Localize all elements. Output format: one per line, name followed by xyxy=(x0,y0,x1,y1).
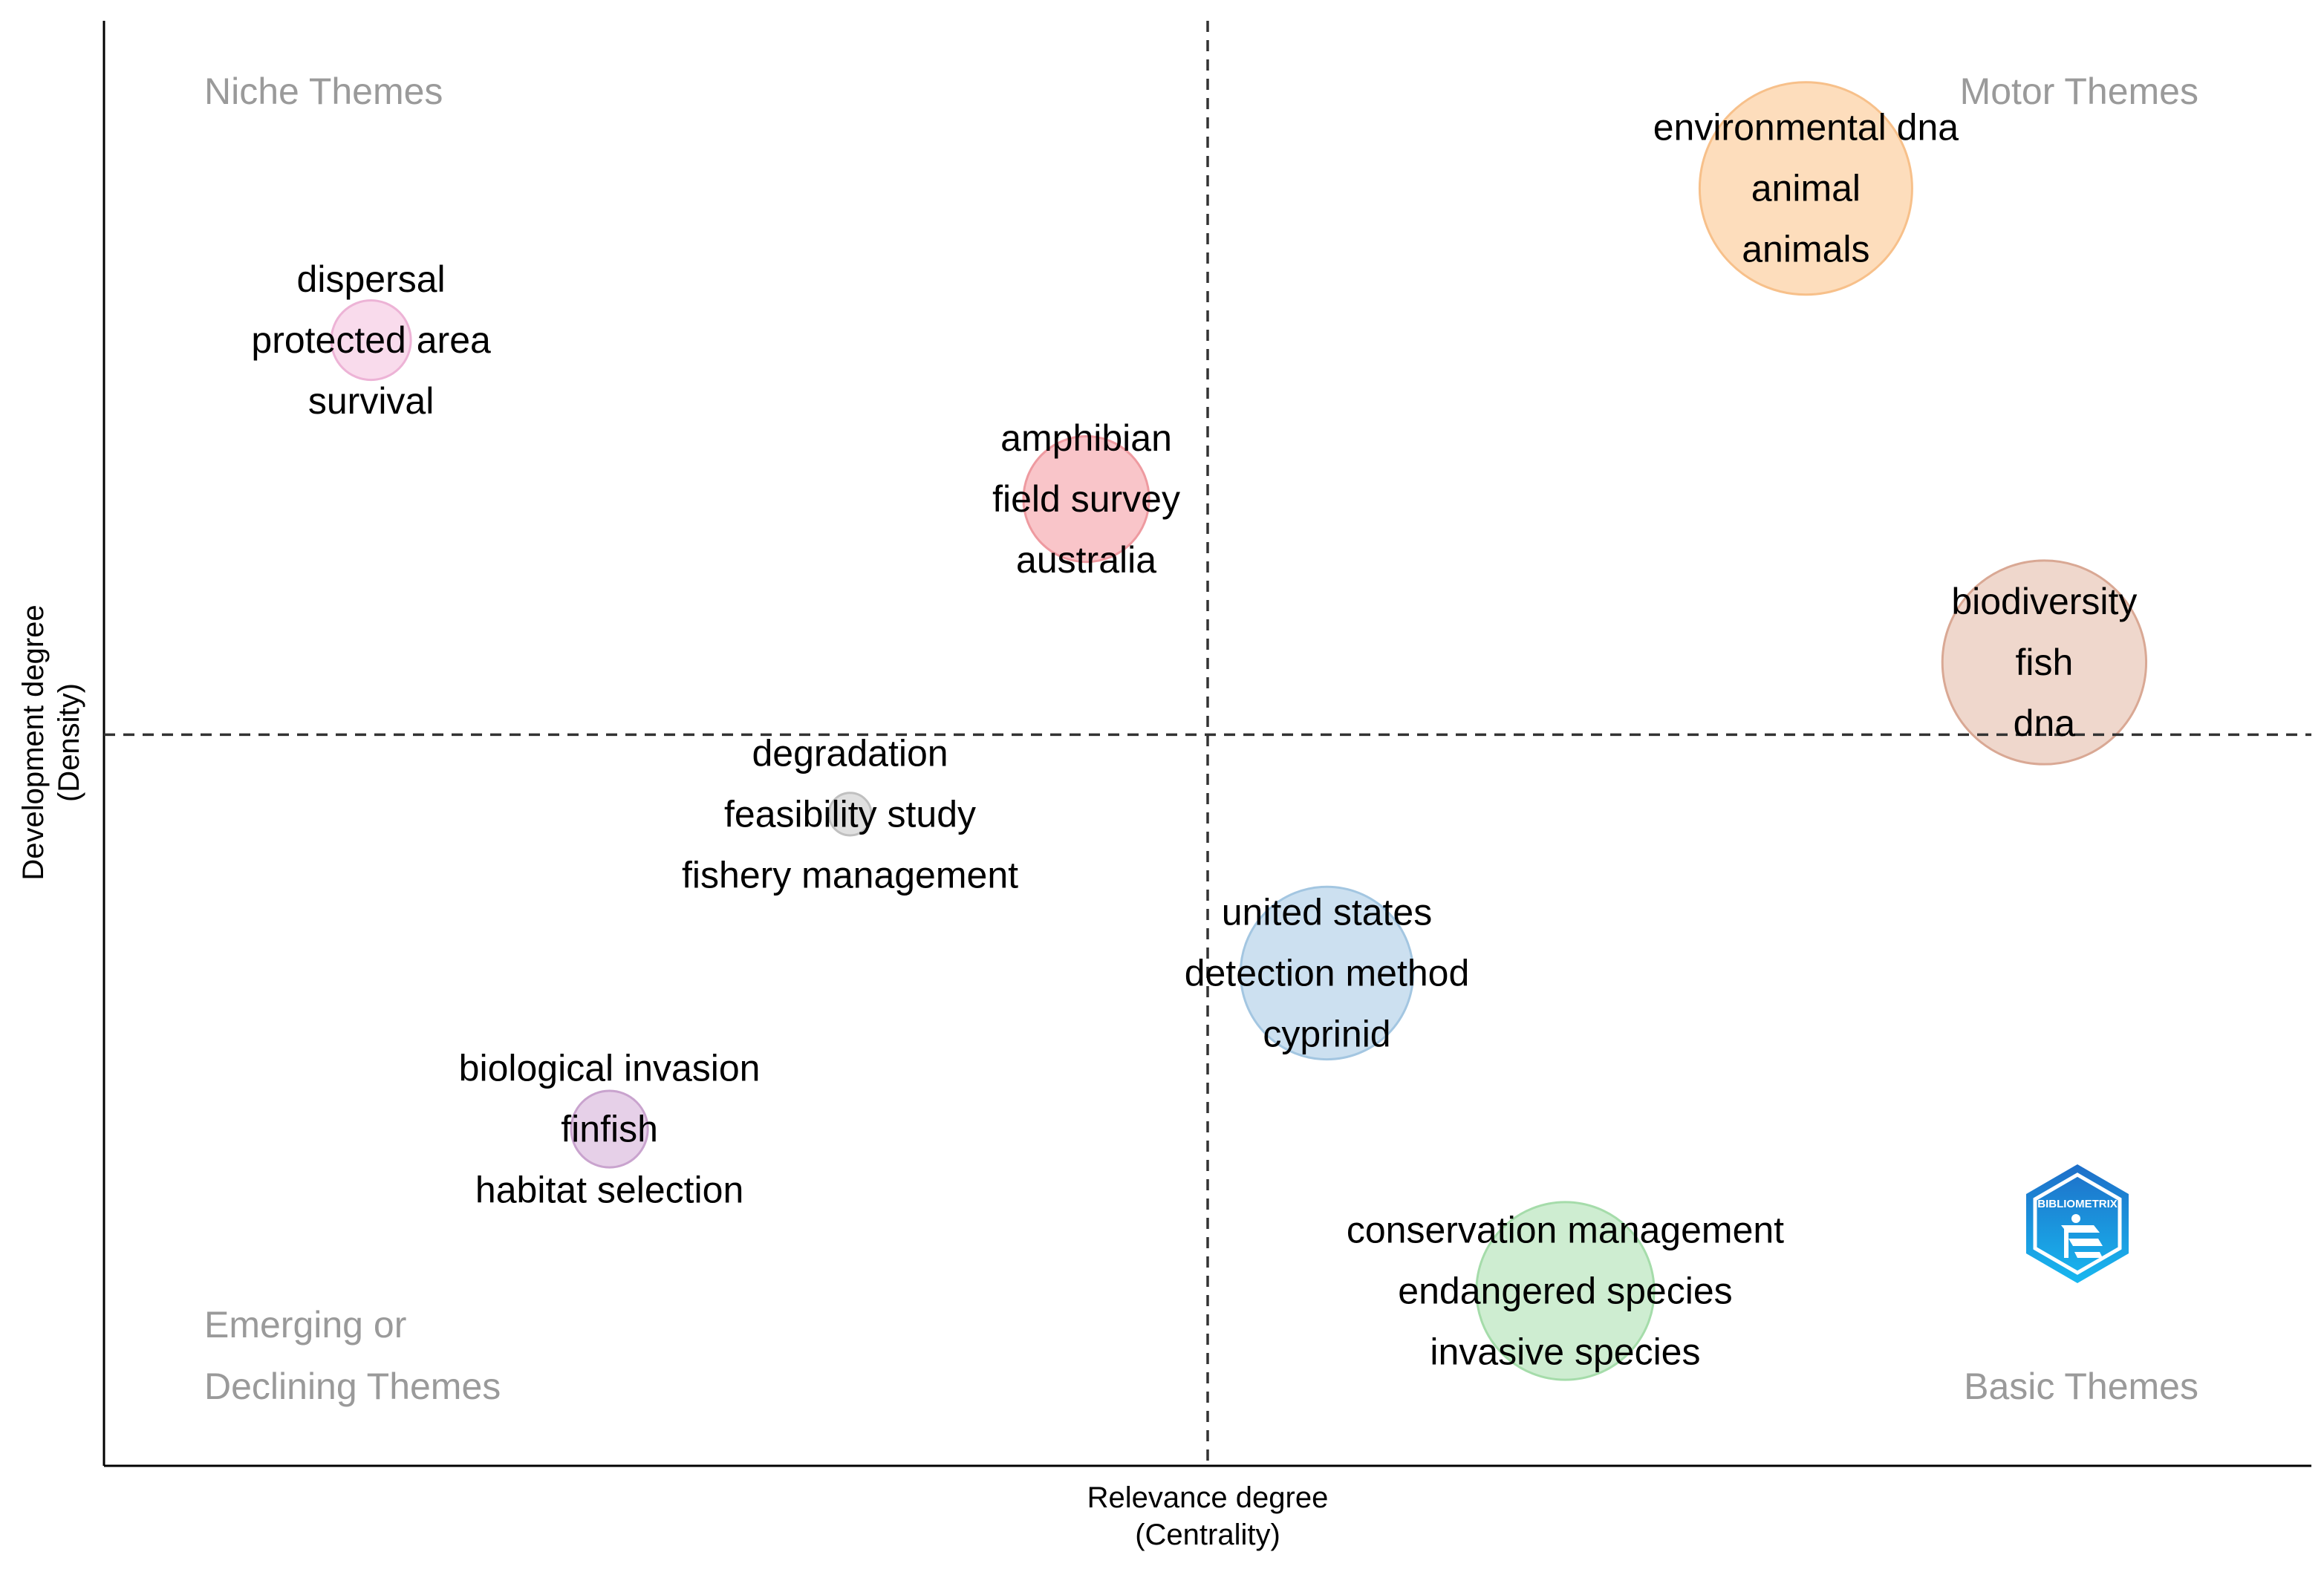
bibliometrix-logo: BIBLIOMETRIX xyxy=(2026,1164,2129,1283)
cluster-bubble-biodiversity xyxy=(1941,559,2148,766)
cluster-bubble-dispersal xyxy=(330,299,412,382)
logo-text: BIBLIOMETRIX xyxy=(2037,1198,2118,1210)
cluster-label-biodiversity-2: dna xyxy=(2014,702,2076,744)
cluster-label-conservation-management-1: endangered species xyxy=(1398,1271,1732,1312)
cluster-label-dispersal-2: survival xyxy=(308,380,434,422)
cluster-bubble-biological-invasion xyxy=(570,1089,649,1169)
cluster-label-conservation-management-2: invasive species xyxy=(1430,1331,1700,1373)
cluster-label-dispersal-1: protected area xyxy=(251,319,491,361)
cluster-label-environmental-dna-1: animal xyxy=(1751,168,1861,209)
cluster-label-amphibian-2: australia xyxy=(1016,539,1156,581)
quadrant-label-motor: Motor Themes xyxy=(1960,71,2198,112)
x-axis-title: Relevance degree xyxy=(1087,1481,1329,1514)
logo-hexagon-icon xyxy=(2026,1164,2129,1283)
cluster-label-biodiversity-0: biodiversity xyxy=(1951,581,2137,622)
cluster-label-conservation-management-0: conservation management xyxy=(1347,1210,1784,1251)
cluster-label-environmental-dna-2: animals xyxy=(1742,229,1869,270)
y-axis-title: Development degree xyxy=(17,604,50,880)
quadrant-label-emerging-line2: Declining Themes xyxy=(204,1366,501,1407)
cluster-label-amphibian-1: field survey xyxy=(992,478,1180,520)
cluster-label-amphibian-0: amphibian xyxy=(1000,417,1172,459)
cluster-bubble-amphibian xyxy=(1022,435,1150,564)
cluster-label-degradation-1: feasibility study xyxy=(724,793,976,835)
cluster-bubble-environmental-dna xyxy=(1698,81,1913,296)
cluster-label-degradation-2: fishery management xyxy=(682,854,1018,896)
cluster-bubble-conservation-management xyxy=(1475,1201,1656,1381)
labels-layer: environmental dna animal animals biodiversi… xyxy=(251,107,2137,1373)
cluster-label-biodiversity-1: fish xyxy=(2015,642,2073,683)
cluster-label-degradation-0: degradation xyxy=(752,732,948,774)
x-axis-subtitle: (Centrality) xyxy=(1135,1519,1280,1551)
cluster-label-biological-invasion-0: biological invasion xyxy=(459,1048,761,1089)
quadrant-label-basic: Basic Themes xyxy=(1964,1366,2198,1407)
y-axis-subtitle: (Density) xyxy=(53,683,85,802)
cluster-label-dispersal-0: dispersal xyxy=(297,258,446,300)
quadrant-label-niche: Niche Themes xyxy=(204,71,443,112)
cluster-label-united-states-0: united states xyxy=(1222,891,1433,933)
cluster-bubble-degradation xyxy=(827,792,873,837)
bubbles-layer xyxy=(330,81,2148,1381)
cluster-label-biological-invasion-2: habitat selection xyxy=(475,1170,743,1211)
cluster-bubble-united-states xyxy=(1239,885,1415,1061)
quadrant-label-emerging-line1: Emerging or xyxy=(204,1304,406,1346)
cluster-label-biological-invasion-1: finfish xyxy=(561,1109,658,1150)
cluster-label-united-states-1: detection method xyxy=(1185,952,1470,994)
cluster-label-environmental-dna-0: environmental dna xyxy=(1653,107,1959,149)
cluster-label-united-states-2: cyprinid xyxy=(1263,1013,1390,1054)
